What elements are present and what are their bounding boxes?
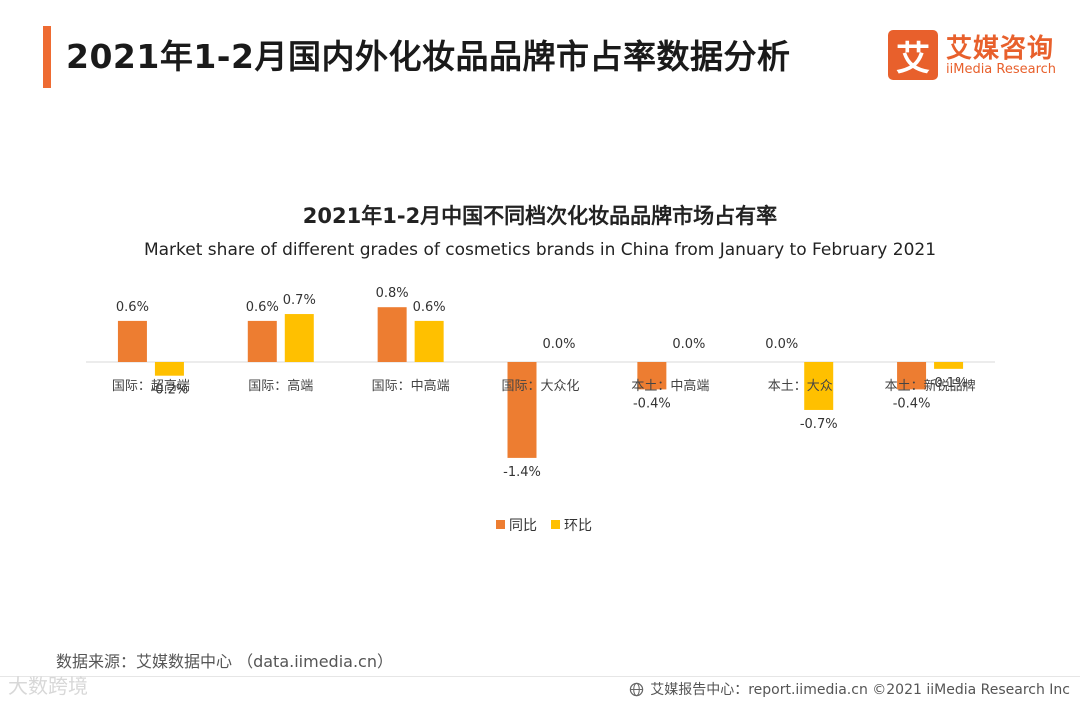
data-label: -0.2%	[151, 383, 189, 398]
data-label: 0.0%	[765, 337, 798, 352]
x-tick-label: 本土：新锐品牌	[885, 378, 976, 394]
iimedia-logo: 艾 艾媒咨询 iiMedia Research	[888, 30, 1063, 82]
legend-swatch-mom	[551, 520, 560, 529]
data-label: -1.4%	[503, 465, 541, 480]
data-label: 0.0%	[672, 337, 705, 352]
x-tick-label: 国际：中高端	[372, 378, 450, 394]
bar-yoy	[247, 320, 277, 362]
bar-mom	[284, 314, 314, 362]
footer: 艾媒报告中心：report.iimedia.cn ©2021 iiMedia R…	[629, 679, 1070, 699]
logo-mark: 艾	[888, 30, 938, 80]
x-tick-label: 国际：大众化	[501, 379, 579, 394]
bar-mom	[804, 362, 834, 410]
data-label: 0.6%	[246, 300, 279, 315]
bar-yoy	[377, 307, 407, 362]
chart-subtitle: Market share of different grades of cosm…	[143, 240, 937, 260]
bar-mom	[414, 320, 444, 362]
data-label: -0.4%	[893, 396, 931, 411]
x-tick-label: 本土：中高端	[631, 378, 709, 394]
bar-mom	[934, 362, 964, 369]
data-label: 0.6%	[116, 300, 149, 315]
data-label: 0.6%	[413, 300, 446, 315]
bar-mom	[154, 362, 184, 376]
logo-subtitle: iiMedia Research	[946, 62, 1057, 77]
data-label: 0.0%	[542, 337, 575, 352]
bar-yoy	[507, 362, 537, 458]
data-label: 0.8%	[376, 286, 409, 301]
data-source: 数据来源：艾媒数据中心 （data.iimedia.cn）	[56, 652, 393, 671]
legend-label: 环比	[564, 518, 592, 534]
bar-yoy	[897, 362, 927, 390]
footer-divider	[0, 676, 1080, 677]
data-label: -0.1%	[930, 376, 968, 391]
globe-icon	[630, 682, 644, 696]
chart-title: 2021年1-2月中国不同档次化妆品品牌市场占有率	[302, 204, 778, 228]
watermark: 大数跨境	[8, 674, 88, 698]
data-label: -0.4%	[633, 396, 671, 411]
bar-yoy	[637, 362, 667, 390]
logo-name: 艾媒咨询	[946, 34, 1055, 64]
data-label: -0.7%	[800, 417, 838, 432]
bar-yoy	[117, 320, 147, 362]
legend-swatch-yoy	[496, 520, 505, 529]
x-tick-label: 国际：超高端	[112, 378, 190, 394]
legend-label: 同比	[509, 518, 537, 534]
page-title: 2021年1-2月国内外化妆品品牌市占率数据分析	[66, 37, 791, 76]
footer-copyright: 艾媒报告中心：report.iimedia.cn ©2021 iiMedia R…	[650, 682, 1070, 698]
data-label: 0.7%	[283, 293, 316, 308]
title-accent-bar	[43, 26, 51, 88]
x-tick-label: 国际：高端	[248, 378, 313, 394]
x-tick-label: 本土：大众	[768, 379, 833, 394]
